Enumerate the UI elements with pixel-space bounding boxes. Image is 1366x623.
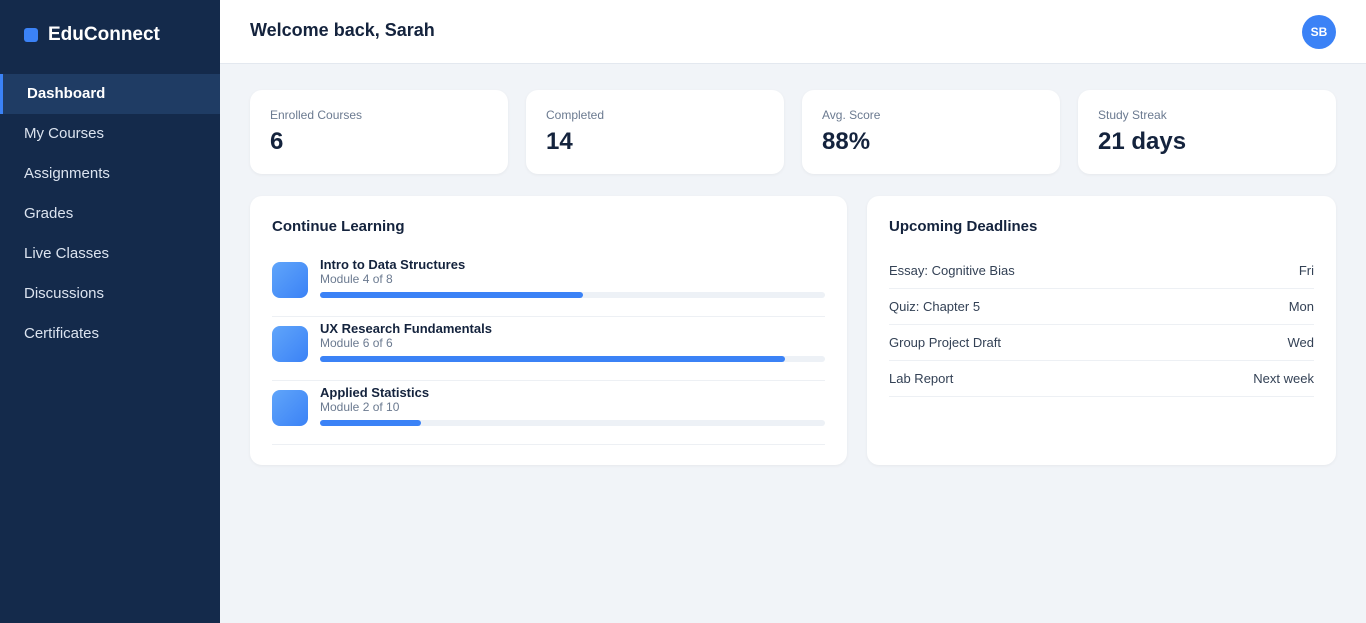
stat-value: 14 xyxy=(546,128,573,155)
stat-label: Enrolled Courses xyxy=(270,108,363,122)
deadline-list: Essay: Cognitive Bias Fri Quiz: Chapter 5 M… xyxy=(889,253,1314,397)
progress-bar xyxy=(320,420,421,426)
nav-item[interactable]: Live Classes xyxy=(24,245,110,262)
course-info: Intro to Data Structures Module 4 of 8 xyxy=(320,257,825,316)
header: Welcome back, Sarah SB xyxy=(220,0,1366,64)
course-module: Module 6 of 6 xyxy=(320,336,393,350)
welcome-title: Welcome back, Sarah xyxy=(250,20,435,40)
course-info: Applied Statistics Module 2 of 10 xyxy=(320,385,825,444)
deadline-due: Next week xyxy=(1253,371,1314,386)
deadlines: Upcoming Deadlines Essay: Cognitive Bias… xyxy=(867,196,1336,465)
progress-bar xyxy=(320,292,583,298)
course-module: Module 4 of 8 xyxy=(320,272,393,286)
course-thumb xyxy=(272,326,308,362)
sidebar: EduConnect Dashboard My Courses Assignment… xyxy=(0,0,220,623)
nav-item[interactable]: Dashboard xyxy=(0,74,220,114)
nav: Dashboard My Courses Assignments Grades Live… xyxy=(0,74,220,354)
progress-track xyxy=(320,356,825,362)
stat-card: Completed 14 xyxy=(526,90,784,174)
deadline-due: Fri xyxy=(1298,263,1314,278)
progress-track xyxy=(320,292,825,298)
deadline-task: Quiz: Chapter 5 xyxy=(889,299,981,314)
course-item[interactable]: Applied Statistics Module 2 of 10 xyxy=(272,381,825,445)
nav-item[interactable]: Discussions xyxy=(24,285,105,302)
course-thumb xyxy=(272,390,308,426)
nav-item[interactable]: My Courses xyxy=(24,125,105,142)
brand-logo xyxy=(24,28,38,42)
course-info: UX Research Fundamentals Module 6 of 6 xyxy=(320,321,825,380)
stat-value: 6 xyxy=(270,128,284,155)
course-name: UX Research Fundamentals xyxy=(320,321,492,336)
course-name: Applied Statistics xyxy=(320,385,430,400)
deadline-due: Mon xyxy=(1288,299,1314,314)
deadline-item[interactable]: Group Project Draft Wed xyxy=(889,325,1314,361)
course-module: Module 2 of 10 xyxy=(320,400,400,414)
deadline-item[interactable]: Quiz: Chapter 5 Mon xyxy=(889,289,1314,325)
nav-item[interactable]: Grades xyxy=(24,205,74,222)
deadline-task: Essay: Cognitive Bias xyxy=(889,263,1015,278)
panel-title: Continue Learning xyxy=(272,218,405,235)
stat-label: Study Streak xyxy=(1098,108,1167,122)
course-name: Intro to Data Structures xyxy=(320,257,466,272)
deadline-task: Lab Report xyxy=(889,371,954,386)
deadline-due: Wed xyxy=(1287,335,1315,350)
progress-bar xyxy=(320,356,785,362)
brand[interactable]: EduConnect xyxy=(24,24,160,46)
nav-item[interactable]: Assignments xyxy=(24,165,110,182)
progress-track xyxy=(320,420,825,426)
stat-card: Avg. Score 88% xyxy=(802,90,1060,174)
stat-label: Completed xyxy=(546,108,605,122)
course-item[interactable]: UX Research Fundamentals Module 6 of 6 xyxy=(272,317,825,381)
stat-label: Avg. Score xyxy=(822,108,881,122)
continue-learning: Continue Learning Intro to Data Structur… xyxy=(250,196,847,465)
nav-item[interactable]: Certificates xyxy=(24,325,100,342)
panel-title: Upcoming Deadlines xyxy=(889,218,1038,235)
deadline-item[interactable]: Lab Report Next week xyxy=(889,361,1314,397)
stat-value: 21 days xyxy=(1098,128,1187,155)
course-item[interactable]: Intro to Data Structures Module 4 of 8 xyxy=(272,253,825,317)
course-thumb xyxy=(272,262,308,298)
course-list: Intro to Data Structures Module 4 of 8 UX … xyxy=(272,253,825,445)
avatar[interactable]: SB xyxy=(1302,15,1336,49)
deadline-item[interactable]: Essay: Cognitive Bias Fri xyxy=(889,253,1314,289)
stat-card: Study Streak 21 days xyxy=(1078,90,1336,174)
stat-value: 88% xyxy=(822,128,871,155)
deadline-task: Group Project Draft xyxy=(889,335,1001,350)
brand-name: EduConnect xyxy=(48,24,160,45)
stat-card: Enrolled Courses 6 xyxy=(250,90,508,174)
